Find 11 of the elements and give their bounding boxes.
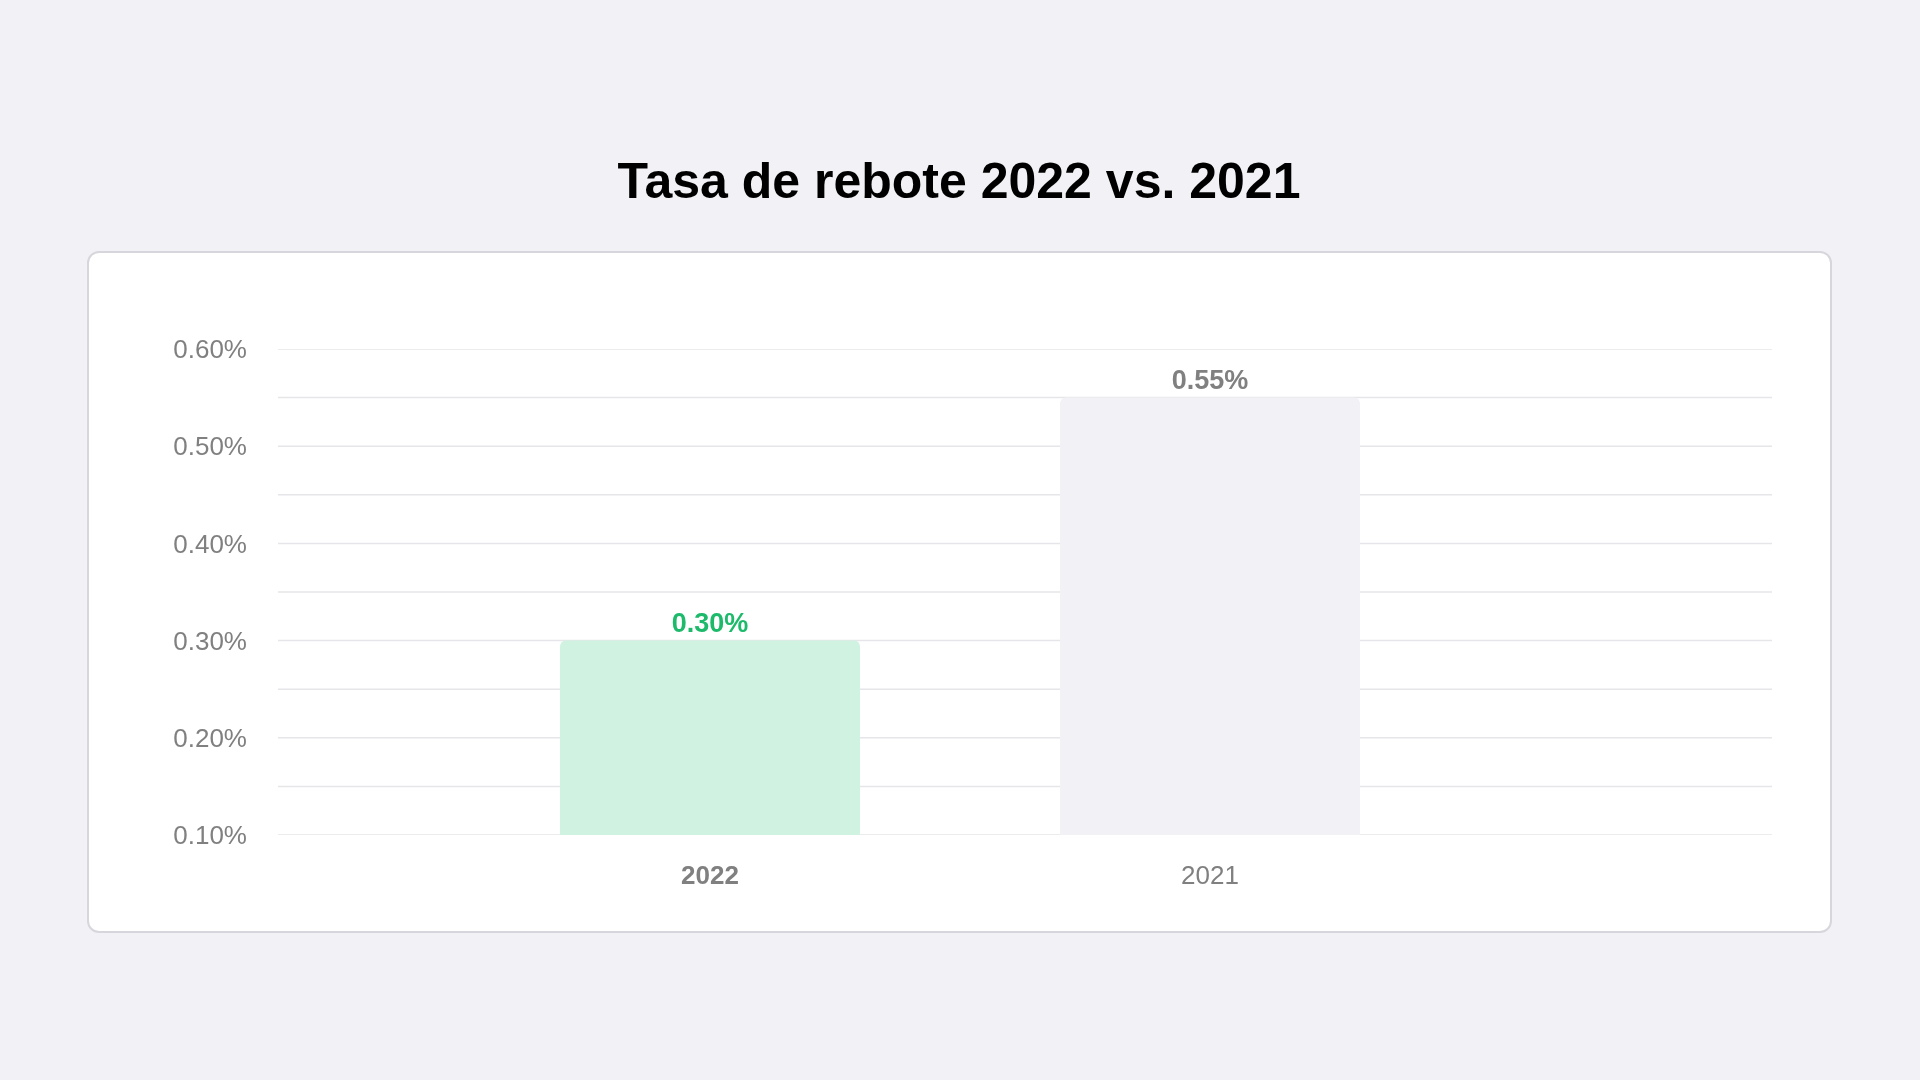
chart-title: Tasa de rebote 2022 vs. 2021 [617, 152, 1301, 209]
y-tick-label: 0.40% [173, 528, 247, 559]
data-label: 0.55% [1171, 364, 1249, 395]
y-tick-label: 0.60% [173, 334, 247, 365]
x-tick-label: 2021 [1181, 860, 1239, 890]
y-tick-label: 0.50% [173, 431, 247, 462]
y-tick-label: 0.30% [173, 625, 247, 656]
y-tick-label: 0.20% [173, 722, 247, 753]
x-tick-label: 2022 [681, 860, 739, 890]
y-tick-label: 0.10% [173, 820, 247, 851]
data-label: 0.30% [671, 607, 749, 638]
